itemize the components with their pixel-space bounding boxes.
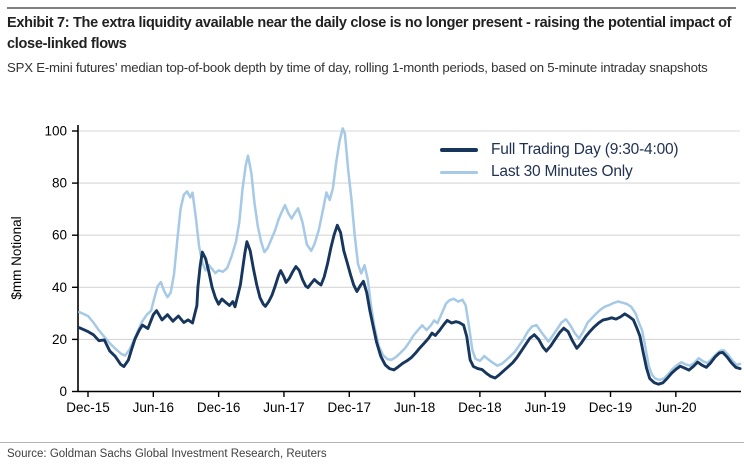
y-tick-label: 40 xyxy=(52,280,67,295)
x-tick-label: Dec-16 xyxy=(197,400,241,415)
last-30-line-swatch xyxy=(440,170,478,174)
x-tick-label: Dec-17 xyxy=(327,400,371,415)
y-tick-label: 20 xyxy=(52,332,67,347)
x-tick-label: Jun-17 xyxy=(263,400,304,415)
x-tick-label: Jun-19 xyxy=(525,400,566,415)
y-tick-label: 100 xyxy=(44,124,67,139)
legend-row-full-day: Full Trading Day (9:30-4:00) xyxy=(440,139,679,161)
y-tick-label: 0 xyxy=(59,384,67,399)
x-tick-label: Dec-15 xyxy=(66,400,110,415)
exhibit-subtitle: SPX E-mini futures’ median top-of-book d… xyxy=(7,60,708,75)
legend-label-last-30: Last 30 Minutes Only xyxy=(491,163,633,180)
x-tick-label: Jun-16 xyxy=(133,400,174,415)
x-tick-label: Dec-19 xyxy=(589,400,633,415)
y-tick-label: 60 xyxy=(52,228,67,243)
series-line-last-30 xyxy=(78,127,742,382)
top-divider xyxy=(7,7,736,9)
exhibit-title: Exhibit 7: The extra liquidity available… xyxy=(7,15,732,52)
x-tick-label: Jun-20 xyxy=(655,400,696,415)
x-tick-label: Jun-18 xyxy=(394,400,435,415)
full-day-line-swatch xyxy=(440,148,478,152)
x-tick-label: Dec-18 xyxy=(458,400,502,415)
legend-row-last-30: Last 30 Minutes Only xyxy=(440,161,678,183)
source-note: Source: Goldman Sachs Global Investment … xyxy=(7,448,327,460)
chart-legend: Full Trading Day (9:30-4:00) Last 30 Min… xyxy=(440,139,679,183)
y-tick-label: 80 xyxy=(52,176,67,191)
legend-label-full-day: Full Trading Day (9:30-4:00) xyxy=(491,141,679,158)
y-axis-title: $mm Notional xyxy=(9,216,24,299)
series-line-full-day xyxy=(77,223,742,386)
bottom-divider xyxy=(0,442,744,443)
